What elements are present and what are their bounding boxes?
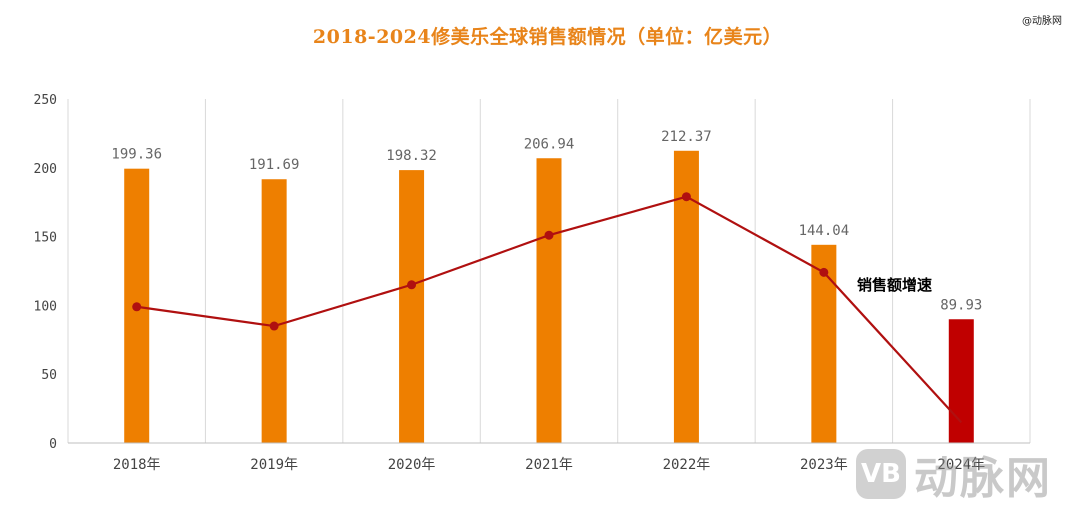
x-tick-label: 2022年 <box>663 457 711 473</box>
growth-point <box>681 192 691 202</box>
x-tick-label: 2018年 <box>113 457 161 473</box>
watermark-text: 动脉网 <box>914 453 1052 504</box>
x-tick-label: 2023年 <box>800 457 848 473</box>
growth-point <box>819 267 829 277</box>
watermark-logo: VB 动脉网 <box>856 446 1052 504</box>
bar-2021年 <box>536 158 562 444</box>
grid-lines <box>67 99 1031 443</box>
y-tick-label: 150 <box>34 231 57 246</box>
axes: 0 50 100 150 200 250 2018年 2019年 2020年 2021年 2022年… <box>34 93 1030 473</box>
bar-value-label: 89.93 <box>940 297 982 313</box>
x-tick-label: 2024年 <box>937 457 985 473</box>
bar-value-label: 144.04 <box>799 223 850 239</box>
data-labels: 199.36 191.69 198.32 206.94 212.37 144.04 89.9… <box>111 129 982 313</box>
bar-value-label: 212.37 <box>661 129 712 145</box>
bar-value-label: 206.94 <box>524 136 575 152</box>
bar-value-label: 191.69 <box>249 157 300 173</box>
growth-line <box>132 192 963 424</box>
growth-point <box>407 280 417 290</box>
chart-title: 2018-2024修美乐全球销售额情况（单位：亿美元） <box>312 26 783 48</box>
y-tick-label: 100 <box>34 299 57 314</box>
x-tick-label: 2019年 <box>250 457 298 473</box>
bar-2024年 <box>948 319 974 443</box>
growth-line-label: 销售额增速 <box>857 276 933 294</box>
bar-2020年 <box>399 170 425 443</box>
bar-2023年 <box>811 244 837 443</box>
bar-value-label: 199.36 <box>111 147 162 163</box>
y-tick-label: 50 <box>41 368 57 383</box>
y-tick-label: 250 <box>34 93 57 108</box>
growth-point <box>544 230 554 240</box>
growth-point <box>269 321 279 331</box>
corner-watermark: @动脉网 <box>1022 16 1062 27</box>
watermark-badge: VB <box>856 449 906 499</box>
x-tick-label: 2021年 <box>525 457 573 473</box>
bars <box>124 150 974 444</box>
bar-2019年 <box>261 179 287 443</box>
x-tick-label: 2020年 <box>388 457 436 473</box>
y-tick-label: 200 <box>34 162 57 177</box>
bar-value-label: 198.32 <box>386 148 437 164</box>
growth-point <box>132 302 142 312</box>
y-tick-label: 0 <box>49 437 57 452</box>
